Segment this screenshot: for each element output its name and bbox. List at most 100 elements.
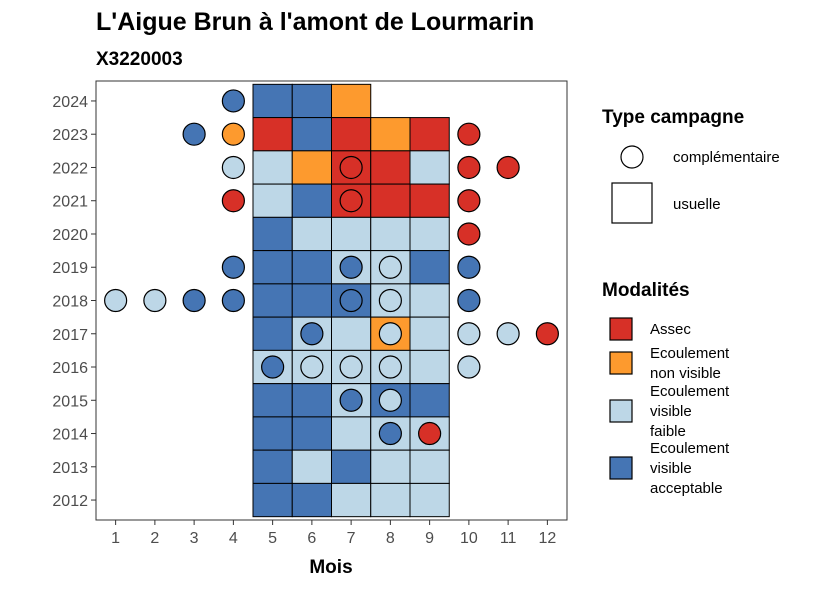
usuelle-cell [370, 449, 411, 484]
complementaire-point [496, 322, 520, 346]
usuelle-cell [291, 283, 332, 318]
usuelle-cell [291, 216, 332, 252]
complementaire-point [143, 288, 167, 313]
complementaire-point [221, 122, 245, 146]
usuelle-cell [291, 449, 332, 484]
legend-label-line: visible [650, 403, 692, 420]
complementaire-point [457, 322, 481, 346]
usuelle-cells [252, 83, 450, 518]
complementaire-point [300, 322, 324, 346]
usuelle-cell [252, 482, 293, 518]
usuelle-cell [409, 383, 450, 418]
complementaire-point [182, 288, 206, 313]
usuelle-cell [409, 349, 450, 385]
complementaire-point [457, 255, 481, 279]
legend-label-line: visible [650, 460, 692, 477]
complementaire-point [339, 388, 363, 412]
x-tick-label: 2 [150, 530, 159, 547]
usuelle-cell [370, 117, 411, 152]
complementaire-point [339, 288, 363, 313]
complementaire-point [339, 189, 363, 213]
legend-modalites-title: Modalités [602, 280, 690, 301]
usuelle-cell [252, 316, 293, 351]
complementaire-point [339, 255, 363, 279]
y-tick-label: 2020 [52, 227, 88, 244]
complementaire-point [221, 255, 245, 279]
y-tick-label: 2016 [52, 360, 88, 377]
complementaire-point [182, 122, 206, 146]
complementaire-point [457, 189, 481, 213]
y-tick-label: 2015 [52, 393, 88, 410]
complementaire-point [418, 421, 442, 446]
usuelle-cell [291, 83, 332, 119]
legend-swatch-F [609, 399, 633, 423]
usuelle-cell [370, 150, 411, 185]
x-tick-label: 3 [190, 530, 199, 547]
usuelle-cell [291, 482, 332, 518]
usuelle-cell [291, 150, 332, 185]
usuelle-cell [409, 150, 450, 185]
usuelle-cell [252, 383, 293, 418]
x-tick-label: 12 [538, 530, 556, 547]
complementaire-point [300, 355, 324, 379]
complementaire-point [221, 155, 245, 180]
legend-swatch-V [609, 456, 633, 480]
usuelle-cell [252, 449, 293, 484]
usuelle-cell [252, 117, 293, 152]
legend-circle-swatch [620, 145, 644, 169]
x-tick-label: 9 [425, 530, 434, 547]
usuelle-cell [252, 250, 293, 285]
usuelle-cell [252, 416, 293, 451]
usuelle-cell [331, 416, 372, 451]
usuelle-cell [409, 283, 450, 318]
usuelle-cell [409, 216, 450, 252]
chart-title: L'Aigue Brun à l'amont de Lourmarin [96, 8, 534, 36]
y-tick-label: 2022 [52, 160, 88, 177]
legend-label-line: acceptable [650, 480, 723, 497]
usuelle-cell [291, 250, 332, 285]
x-tick-label: 10 [460, 530, 478, 547]
usuelle-cell [252, 83, 293, 119]
usuelle-cell [409, 316, 450, 351]
usuelle-cell [409, 449, 450, 484]
usuelle-cell [331, 216, 372, 252]
legend-label-line: faible [650, 423, 686, 440]
y-tick-label: 2012 [52, 493, 88, 510]
x-axis: 1 2 3 4 5 6 7 8 9 10 11 12 [111, 520, 556, 547]
usuelle-cell [370, 183, 411, 218]
y-tick-label: 2013 [52, 460, 88, 477]
legend-swatch-A [609, 317, 633, 341]
legend-label-line: Ecoulement [650, 345, 730, 362]
complementaire-point [339, 155, 363, 180]
complementaire-point [457, 122, 481, 146]
usuelle-cell [291, 183, 332, 218]
complementaire-point [378, 322, 402, 346]
usuelle-cell [252, 183, 293, 218]
x-tick-label: 8 [386, 530, 395, 547]
legend-swatch-N [609, 351, 633, 375]
usuelle-cell [331, 316, 372, 351]
complementaire-point [378, 255, 402, 279]
legend-label-line: Ecoulement [650, 440, 730, 457]
usuelle-cell [370, 482, 411, 518]
complementaire-point [221, 89, 245, 113]
usuelle-cell [409, 482, 450, 518]
usuelle-cell [291, 416, 332, 451]
complementaire-point [457, 155, 481, 180]
y-tick-label: 2017 [52, 327, 88, 344]
legend-campagne-title: Type campagne [602, 107, 744, 128]
complementaire-point [378, 388, 402, 412]
x-tick-label: 4 [229, 530, 238, 547]
legend-campagne: Type campagne complémentaire usuelle [602, 107, 780, 224]
y-tick-label: 2019 [52, 260, 88, 277]
usuelle-cell [409, 183, 450, 218]
complementaire-point [339, 355, 363, 379]
usuelle-cell [291, 117, 332, 152]
complementaire-points [104, 89, 559, 446]
complementaire-point [496, 155, 520, 180]
legend-label-line: Assec [650, 321, 691, 338]
x-tick-label: 5 [268, 530, 277, 547]
usuelle-cell [252, 150, 293, 185]
legend-label-line: Ecoulement [650, 383, 730, 400]
